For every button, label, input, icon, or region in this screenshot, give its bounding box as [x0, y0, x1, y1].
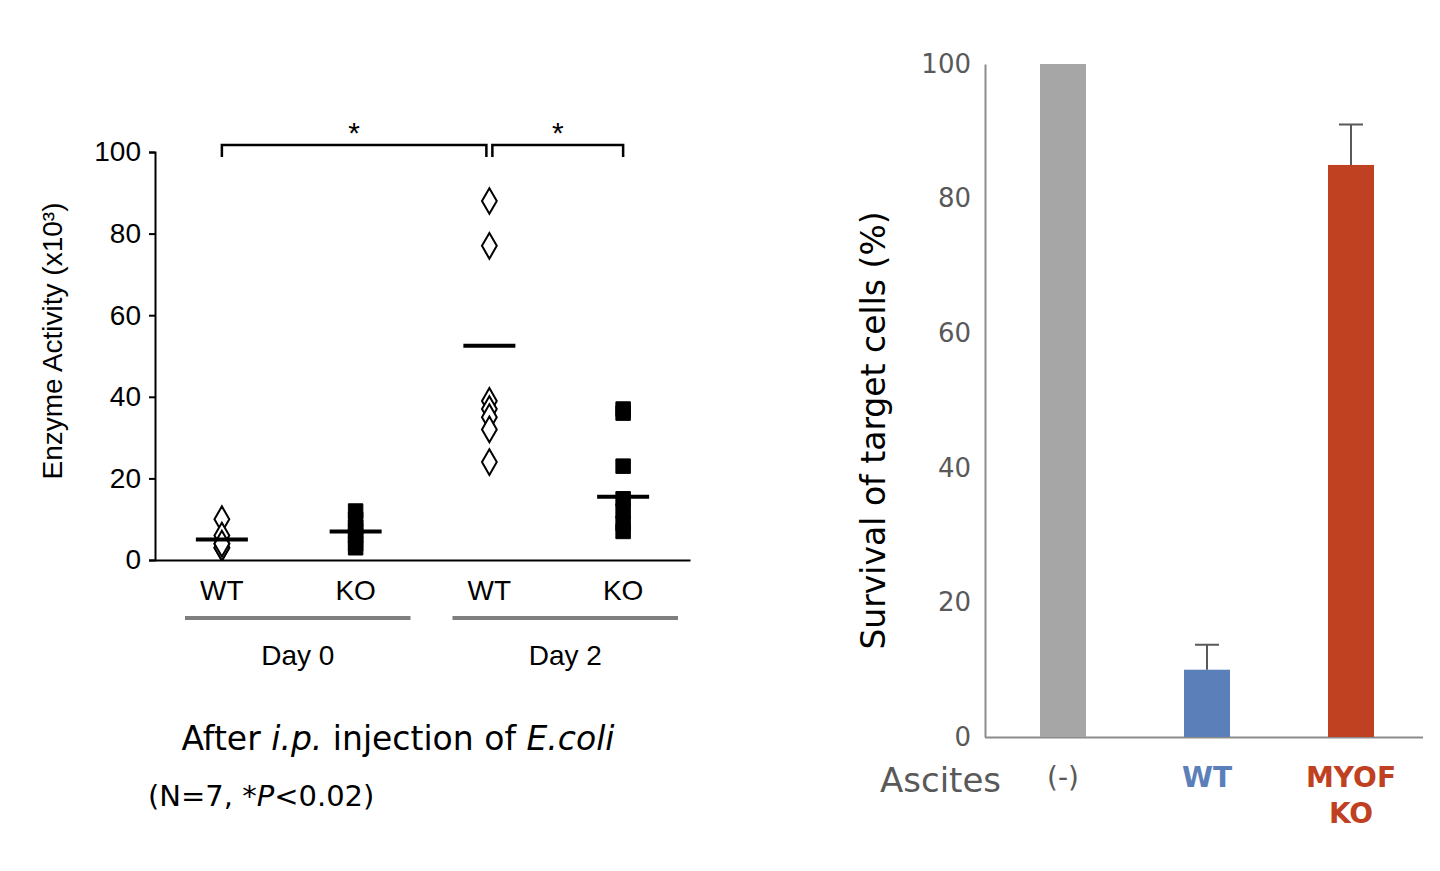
plot-area	[196, 188, 649, 560]
mean-line	[330, 529, 382, 533]
data-point	[214, 531, 229, 557]
y-axis: 0 20 40 60 80 100	[94, 136, 155, 575]
x-tick-label: WT	[200, 575, 244, 606]
y-tick-label: 80	[110, 218, 141, 249]
chart-canvas: 0 20 40 60 80 100 WT KO WT KO Day 0 Day 2 Enzyme Act…	[0, 0, 1440, 871]
mean-line	[196, 538, 248, 542]
y-axis-title: Survival of target cells (%)	[854, 211, 893, 649]
y-tick-mark	[149, 396, 155, 398]
y-tick-label: 100	[94, 136, 141, 167]
data-point	[482, 188, 497, 214]
y-tick-mark	[149, 560, 155, 562]
significance-label: *	[552, 116, 564, 149]
note-part: (N=7, *	[148, 779, 257, 813]
bar	[1040, 64, 1086, 737]
caption-part: After	[181, 719, 271, 758]
y-axis: 0 20 40 60 80 100	[921, 49, 985, 752]
x-axis-line	[156, 560, 691, 562]
x-tick: (-)	[1047, 737, 1079, 794]
x-tick: WT	[200, 560, 244, 606]
y-tick: 60	[938, 318, 985, 348]
y-tick: 80	[110, 218, 155, 249]
y-tick: 60	[110, 300, 155, 331]
note-part: <0.02)	[274, 779, 374, 813]
y-tick-label: 20	[938, 587, 971, 617]
caption: After i.p. injection of E.coli	[181, 719, 614, 758]
y-tick-label: 0	[125, 544, 141, 575]
y-tick-mark	[149, 315, 155, 317]
x-tick: WT	[468, 560, 512, 606]
y-tick-label: 40	[938, 453, 971, 483]
y-tick-label: 60	[938, 318, 971, 348]
caption-part: injection of	[322, 719, 526, 758]
caption-part: E.coli	[527, 719, 615, 758]
group-underline	[185, 616, 411, 620]
data-point	[616, 524, 630, 538]
note-part: P	[257, 779, 275, 813]
y-tick: 40	[110, 381, 155, 412]
x-tick: KO	[603, 560, 643, 606]
group-label: Day 2	[529, 640, 602, 671]
bar	[1184, 670, 1230, 737]
y-tick: 80	[938, 183, 985, 213]
data-point	[482, 233, 497, 259]
data-point	[616, 459, 630, 473]
y-tick-label: 100	[921, 49, 971, 79]
mean-line	[463, 344, 515, 348]
y-tick-mark	[149, 478, 155, 480]
y-tick-label: 0	[954, 722, 971, 752]
y-tick: 20	[938, 587, 985, 617]
y-tick-label: 60	[110, 300, 141, 331]
error-bar	[1195, 645, 1219, 670]
y-tick: 0	[125, 544, 155, 575]
y-tick-mark	[149, 152, 155, 154]
mean-line	[597, 495, 649, 499]
data-point	[482, 417, 497, 443]
data-point	[482, 449, 497, 475]
x-tick-label: MYOFKO	[1306, 761, 1396, 830]
y-tick: 100	[94, 136, 155, 167]
x-axis: WT KO WT KO	[156, 560, 691, 606]
group-label: Day 0	[261, 640, 334, 671]
x-tick-label: WT	[468, 575, 512, 606]
y-axis-title: Enzyme Activity (x10³)	[37, 203, 68, 480]
y-tick-label: 80	[938, 183, 971, 213]
y-axis-line	[985, 65, 987, 738]
y-tick-label: 20	[110, 463, 141, 494]
bar	[1328, 165, 1374, 737]
x-tick: KO	[335, 560, 375, 606]
x-tick-label: KO	[603, 575, 643, 606]
x-tick-label: (-)	[1047, 761, 1079, 794]
x-axis: (-) WT MYOFKO	[985, 737, 1423, 830]
y-tick-mark	[149, 233, 155, 235]
x-tick: MYOFKO	[1306, 737, 1396, 830]
y-tick: 20	[110, 463, 155, 494]
x-axis-title: Ascites	[880, 760, 1001, 800]
data-point	[348, 541, 362, 555]
x-tick: WT	[1182, 737, 1232, 794]
y-axis-line	[149, 153, 156, 561]
data-point	[616, 406, 630, 420]
caption-part: i.p.	[271, 719, 322, 758]
significance-label: *	[348, 116, 360, 149]
group-underline	[453, 616, 679, 620]
y-tick: 40	[938, 453, 985, 483]
x-tick-label: KO	[335, 575, 375, 606]
y-tick: 0	[954, 722, 985, 752]
note: (N=7, *P<0.02)	[148, 779, 374, 813]
y-tick: 100	[921, 49, 985, 79]
x-tick-label: WT	[1182, 761, 1232, 794]
error-bar	[1339, 125, 1363, 165]
plot-area	[1040, 64, 1374, 737]
y-tick-label: 40	[110, 381, 141, 412]
